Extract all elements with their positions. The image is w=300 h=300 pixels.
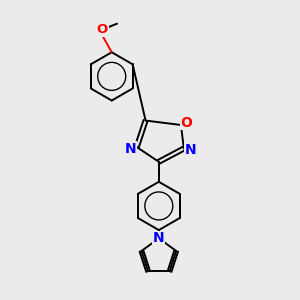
Text: O: O bbox=[97, 23, 108, 36]
Text: O: O bbox=[180, 116, 192, 130]
Text: N: N bbox=[124, 142, 136, 155]
Text: N: N bbox=[153, 231, 165, 245]
Text: N: N bbox=[184, 143, 196, 157]
